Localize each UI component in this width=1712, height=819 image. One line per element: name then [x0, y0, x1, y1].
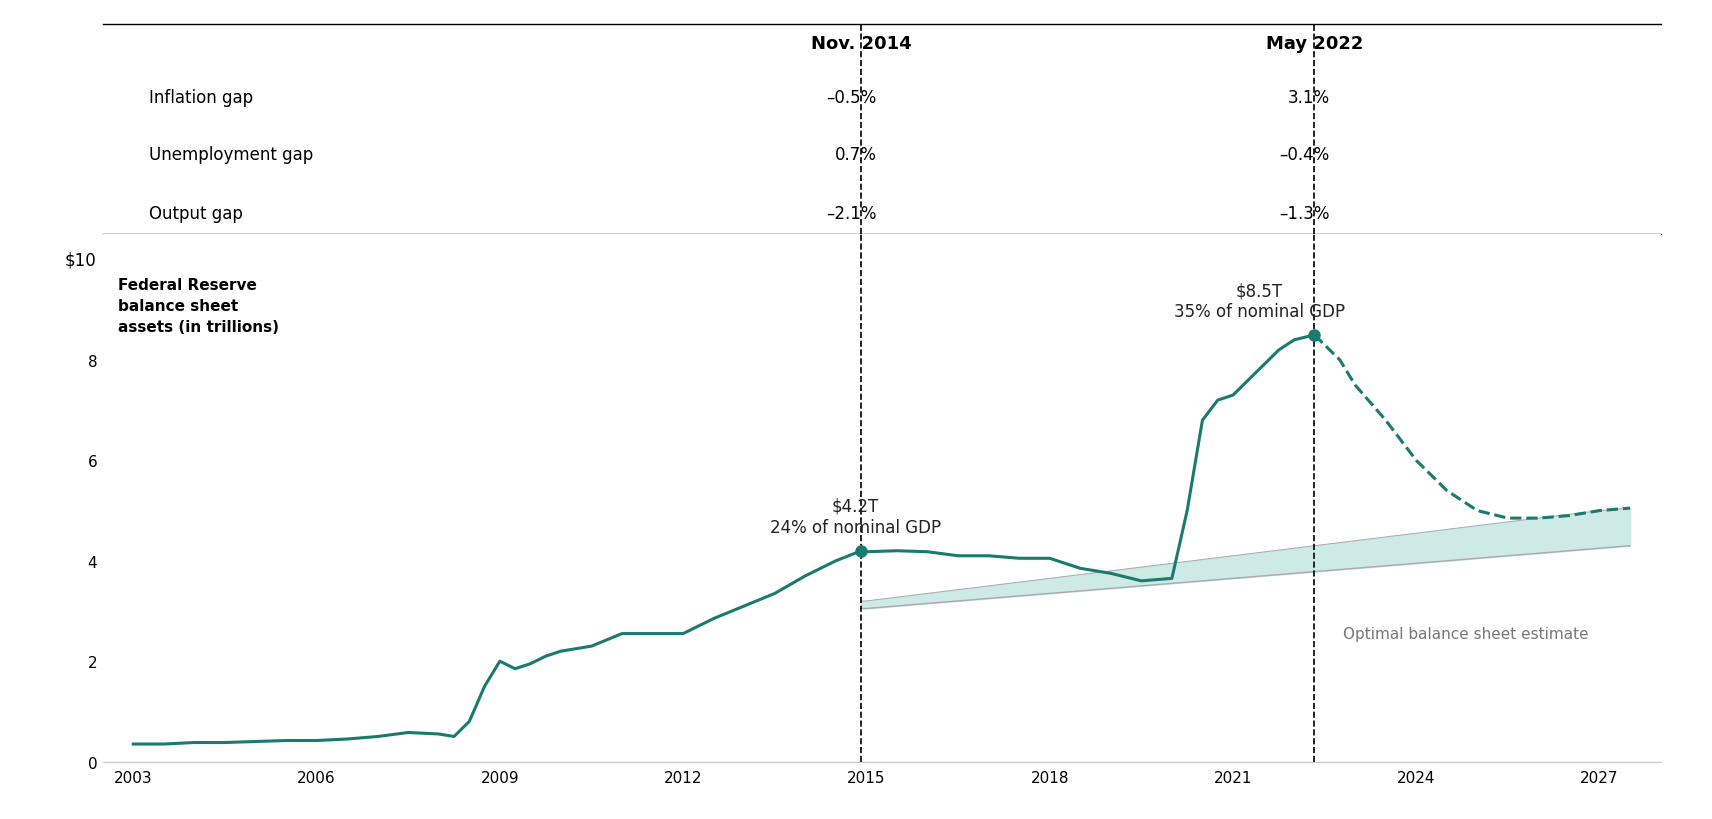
Text: Unemployment gap: Unemployment gap	[149, 146, 313, 164]
Text: 3.1%: 3.1%	[1287, 89, 1330, 107]
Text: –1.3%: –1.3%	[1279, 205, 1330, 223]
Text: –0.5%: –0.5%	[827, 89, 877, 107]
Text: $4.2T
24% of nominal GDP: $4.2T 24% of nominal GDP	[770, 497, 942, 536]
Text: Federal Reserve
balance sheet
assets (in trillions): Federal Reserve balance sheet assets (in…	[118, 278, 279, 334]
Text: 0.7%: 0.7%	[835, 146, 877, 164]
Text: Inflation gap: Inflation gap	[149, 89, 253, 107]
Text: –0.4%: –0.4%	[1281, 146, 1330, 164]
Text: Output gap: Output gap	[149, 205, 243, 223]
Text: $10: $10	[65, 251, 96, 269]
Text: Optimal balance sheet estimate: Optimal balance sheet estimate	[1342, 627, 1589, 641]
Text: Nov. 2014: Nov. 2014	[811, 35, 912, 53]
Text: $8.5T
35% of nominal GDP: $8.5T 35% of nominal GDP	[1174, 282, 1346, 320]
Text: –2.1%: –2.1%	[827, 205, 877, 223]
Text: May 2022: May 2022	[1265, 35, 1363, 53]
